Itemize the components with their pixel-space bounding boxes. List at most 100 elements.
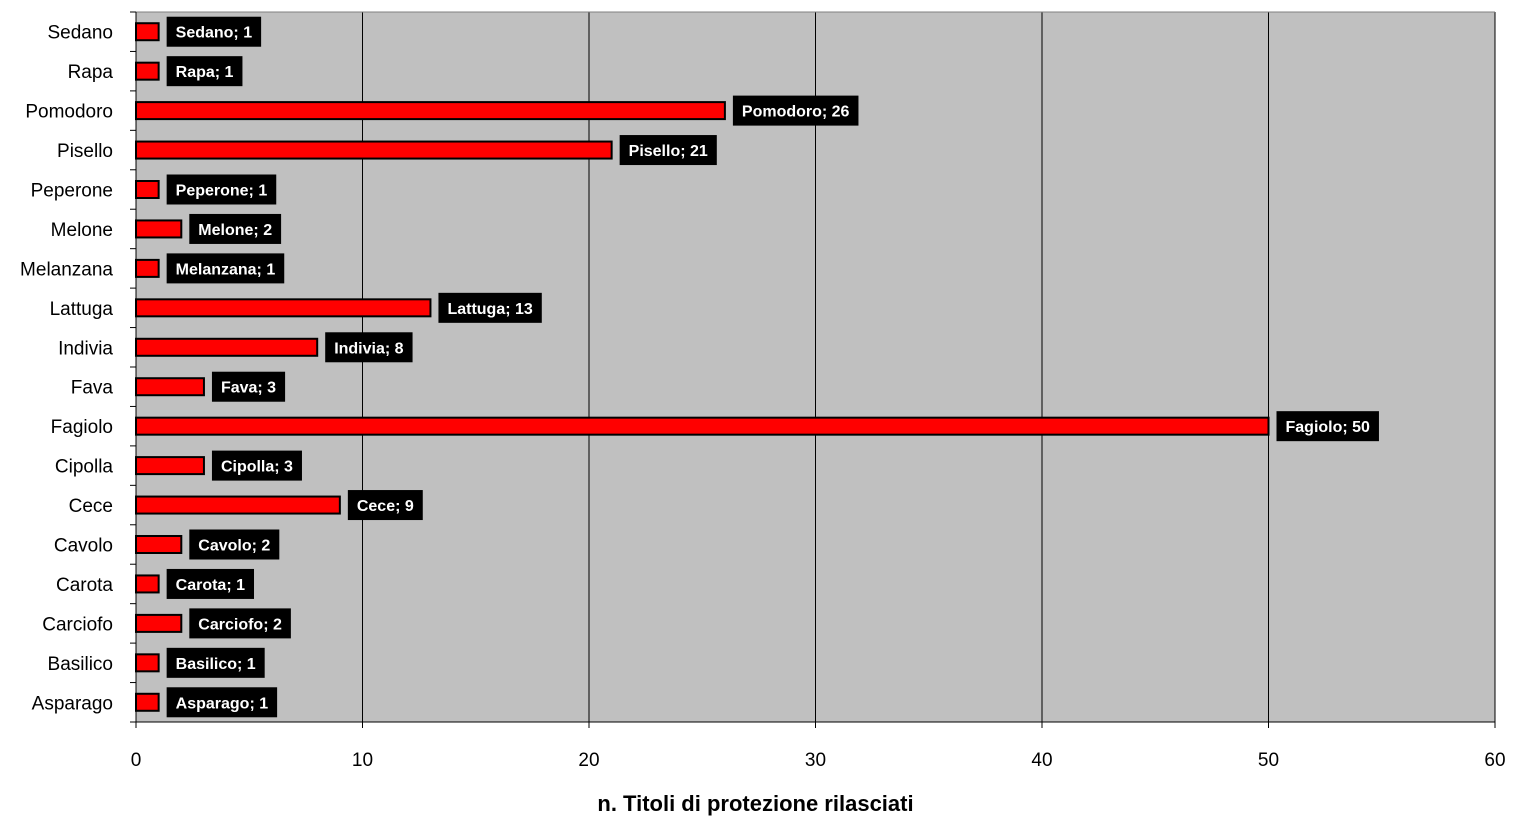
bar-asparago: [135, 692, 160, 712]
data-label-text: Cipolla; 3: [221, 459, 293, 476]
data-label-text: Pomodoro; 26: [742, 104, 850, 121]
data-label-pomodoro: Pomodoro; 26: [732, 95, 859, 126]
data-label-text: Cavolo; 2: [198, 538, 270, 555]
data-label-text: Carciofo; 2: [198, 616, 282, 633]
data-label-box: [325, 332, 413, 363]
data-label-text: Lattuga; 13: [447, 301, 532, 318]
data-label-box: [166, 647, 265, 678]
data-label-melone: Melone; 2: [189, 213, 282, 244]
bar-fava: [135, 377, 205, 397]
data-label-text: Melanzana; 1: [176, 261, 276, 278]
x-tick-label: 0: [131, 750, 142, 771]
data-label-fagiolo: Fagiolo; 50: [1276, 411, 1379, 442]
x-tick-label: 20: [578, 750, 599, 771]
y-tick-label: Sedano: [47, 23, 113, 44]
data-label-cipolla: Cipolla; 3: [211, 450, 302, 481]
bar-rapa: [135, 61, 160, 81]
y-tick-label: Carciofo: [42, 614, 113, 635]
data-label-box: [732, 95, 859, 126]
data-label-box: [166, 16, 262, 47]
bar-basilico: [135, 653, 160, 673]
data-label-cavolo: Cavolo; 2: [189, 529, 280, 560]
y-tick-label: Cece: [69, 496, 113, 517]
bar-carciofo: [135, 613, 183, 633]
data-label-melanzana: Melanzana; 1: [166, 253, 285, 284]
data-label-box: [211, 371, 286, 402]
y-tick-label: Melanzana: [20, 259, 113, 280]
bar-melanzana: [135, 258, 160, 278]
data-label-text: Carota; 1: [176, 577, 245, 594]
data-label-box: [347, 490, 423, 521]
data-label-sedano: Sedano; 1: [166, 16, 262, 47]
data-labels: Sedano; 1 Rapa; 1 Pomodoro; 26 Pisello; 21 P…: [166, 16, 1379, 718]
y-tick-label: Cipolla: [55, 457, 114, 478]
y-tick-label: Lattuga: [50, 299, 114, 320]
data-label-text: Peperone; 1: [176, 183, 268, 200]
bar-cipolla: [135, 456, 205, 476]
data-label-text: Melone; 2: [198, 222, 272, 239]
data-label-box: [1276, 411, 1379, 442]
data-label-box: [211, 450, 302, 481]
data-label-peperone: Peperone; 1: [166, 174, 277, 205]
data-label-text: Fava; 3: [221, 380, 276, 397]
y-tick-label: Carota: [56, 575, 113, 596]
data-label-rapa: Rapa; 1: [166, 56, 243, 87]
y-tick-label: Basilico: [48, 654, 113, 675]
data-label-carota: Carota; 1: [166, 568, 255, 599]
data-label-box: [166, 568, 255, 599]
y-tick-label: Fava: [71, 378, 114, 399]
bar-pisello: [135, 140, 613, 160]
data-label-box: [619, 135, 717, 166]
data-label-text: Pisello; 21: [629, 143, 708, 160]
x-tick-label: 60: [1484, 750, 1505, 771]
data-label-indivia: Indivia; 8: [325, 332, 413, 363]
data-label-box: [189, 529, 280, 560]
bar-melone: [135, 219, 183, 239]
data-label-text: Sedano; 1: [176, 25, 253, 42]
x-axis-title: n. Titoli di protezione rilasciati: [597, 791, 913, 816]
data-label-box: [166, 56, 243, 87]
y-tick-label: Melone: [51, 220, 113, 241]
y-tick-label: Asparago: [32, 693, 113, 714]
data-label-asparago: Asparago; 1: [166, 687, 278, 718]
data-label-text: Asparago; 1: [176, 695, 269, 712]
x-tick-label: 50: [1258, 750, 1279, 771]
data-label-box: [189, 213, 282, 244]
y-tick-label: Pomodoro: [25, 102, 113, 123]
data-label-box: [166, 174, 277, 205]
bar-pomodoro: [135, 101, 726, 121]
x-tick-label: 10: [352, 750, 373, 771]
data-label-pisello: Pisello; 21: [619, 135, 717, 166]
x-tick-label: 30: [805, 750, 826, 771]
x-tick-label: 40: [1031, 750, 1052, 771]
data-label-box: [166, 253, 285, 284]
data-label-text: Cece; 9: [357, 498, 414, 515]
bar-lattuga: [135, 298, 432, 318]
bar-cece: [135, 495, 341, 515]
y-tick-label: Pisello: [57, 141, 113, 162]
bar-carota: [135, 574, 160, 594]
axes: Sedano Rapa Pomodoro Pisello Peperone Melone M…: [20, 11, 1506, 771]
data-label-lattuga: Lattuga; 13: [438, 292, 542, 323]
data-label-text: Rapa; 1: [176, 64, 234, 81]
data-label-box: [189, 608, 291, 639]
data-label-text: Fagiolo; 50: [1286, 419, 1371, 436]
bar-sedano: [135, 22, 160, 42]
data-label-box: [438, 292, 542, 323]
data-label-box: [166, 687, 278, 718]
bar-fagiolo: [135, 416, 1270, 436]
y-tick-label: Fagiolo: [51, 417, 113, 438]
data-label-basilico: Basilico; 1: [166, 647, 265, 678]
data-label-text: Indivia; 8: [334, 340, 403, 357]
bar-indivia: [135, 337, 319, 357]
bar-peperone: [135, 180, 160, 199]
bar-cavolo: [135, 535, 183, 554]
data-label-cece: Cece; 9: [347, 490, 423, 521]
data-label-carciofo: Carciofo; 2: [189, 608, 291, 639]
y-tick-label: Rapa: [68, 62, 114, 83]
data-label-fava: Fava; 3: [211, 371, 286, 402]
gridlines: [136, 11, 1496, 722]
y-tick-label: Cavolo: [54, 536, 113, 557]
bars: [135, 22, 1270, 712]
